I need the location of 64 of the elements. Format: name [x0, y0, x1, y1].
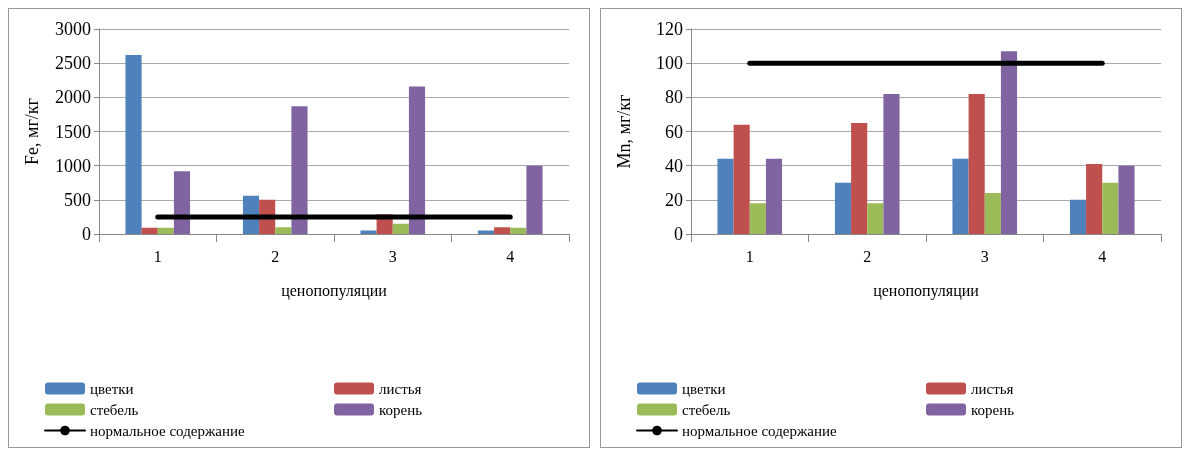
- legend-label: корень: [379, 401, 423, 418]
- bar: [1069, 199, 1087, 234]
- y-tick-label: 100: [656, 53, 683, 74]
- legend-label: стебель: [682, 401, 731, 418]
- y-axis-title: Fe, мг/кг: [22, 98, 42, 165]
- bar: [408, 86, 426, 234]
- legend-label: корень: [971, 401, 1015, 418]
- x-tick-label: 3: [980, 247, 989, 265]
- bar: [1118, 165, 1135, 234]
- x-tick-label: 2: [271, 247, 280, 265]
- bar: [717, 158, 734, 234]
- bar: [984, 193, 1001, 234]
- bar: [510, 227, 527, 234]
- bar: [173, 171, 191, 234]
- bar: [834, 182, 852, 234]
- bar: [392, 223, 409, 234]
- bar: [141, 227, 158, 234]
- bar: [749, 203, 766, 234]
- bar: [125, 54, 142, 234]
- bar: [851, 122, 868, 234]
- x-tick-label: 2: [863, 247, 872, 265]
- bar: [883, 93, 900, 234]
- y-tick-label: 3000: [55, 19, 91, 39]
- bar: [952, 158, 969, 234]
- x-tick-label: 4: [1098, 247, 1107, 265]
- legend-label: цветки: [90, 380, 134, 397]
- legend-label: листья: [971, 380, 1014, 397]
- bar: [765, 158, 783, 234]
- y-tick-label: 120: [656, 19, 683, 39]
- y-tick-label: 1500: [55, 121, 91, 142]
- bar: [526, 165, 543, 234]
- bar: [1102, 182, 1119, 234]
- bar: [1000, 51, 1018, 234]
- x-tick-label: 1: [153, 247, 162, 265]
- bar: [968, 93, 985, 234]
- y-tick-label: 2000: [55, 87, 91, 108]
- y-axis-title: Mn, мг/кг: [614, 94, 634, 169]
- bar: [157, 227, 174, 234]
- legend-label: нормальное содержание: [90, 422, 246, 439]
- legend-label: цветки: [682, 380, 726, 397]
- x-tick-label: 1: [745, 247, 754, 265]
- x-axis-title: ценопопуляции: [873, 281, 980, 300]
- y-tick-label: 500: [64, 189, 91, 210]
- legend-label: стебель: [90, 401, 139, 418]
- bar: [867, 203, 884, 234]
- bar: [733, 124, 750, 234]
- y-tick-label: 80: [665, 87, 683, 108]
- bar: [291, 106, 308, 234]
- y-tick-label: 0: [674, 224, 683, 244]
- bar: [1086, 163, 1103, 234]
- x-tick-label: 3: [388, 247, 397, 265]
- y-tick-label: 60: [665, 121, 683, 142]
- y-tick-label: 20: [665, 189, 683, 210]
- legend-label: нормальное содержание: [682, 422, 838, 439]
- x-axis-title: ценопопуляции: [281, 281, 388, 300]
- y-tick-label: 1000: [55, 155, 91, 176]
- bar: [494, 227, 511, 234]
- legend-label: листья: [379, 380, 422, 397]
- x-tick-label: 4: [506, 247, 515, 265]
- y-tick-label: 0: [82, 224, 91, 244]
- y-tick-label: 40: [665, 155, 683, 176]
- bar: [360, 230, 377, 234]
- y-tick-label: 2500: [55, 53, 91, 74]
- bar: [275, 227, 292, 234]
